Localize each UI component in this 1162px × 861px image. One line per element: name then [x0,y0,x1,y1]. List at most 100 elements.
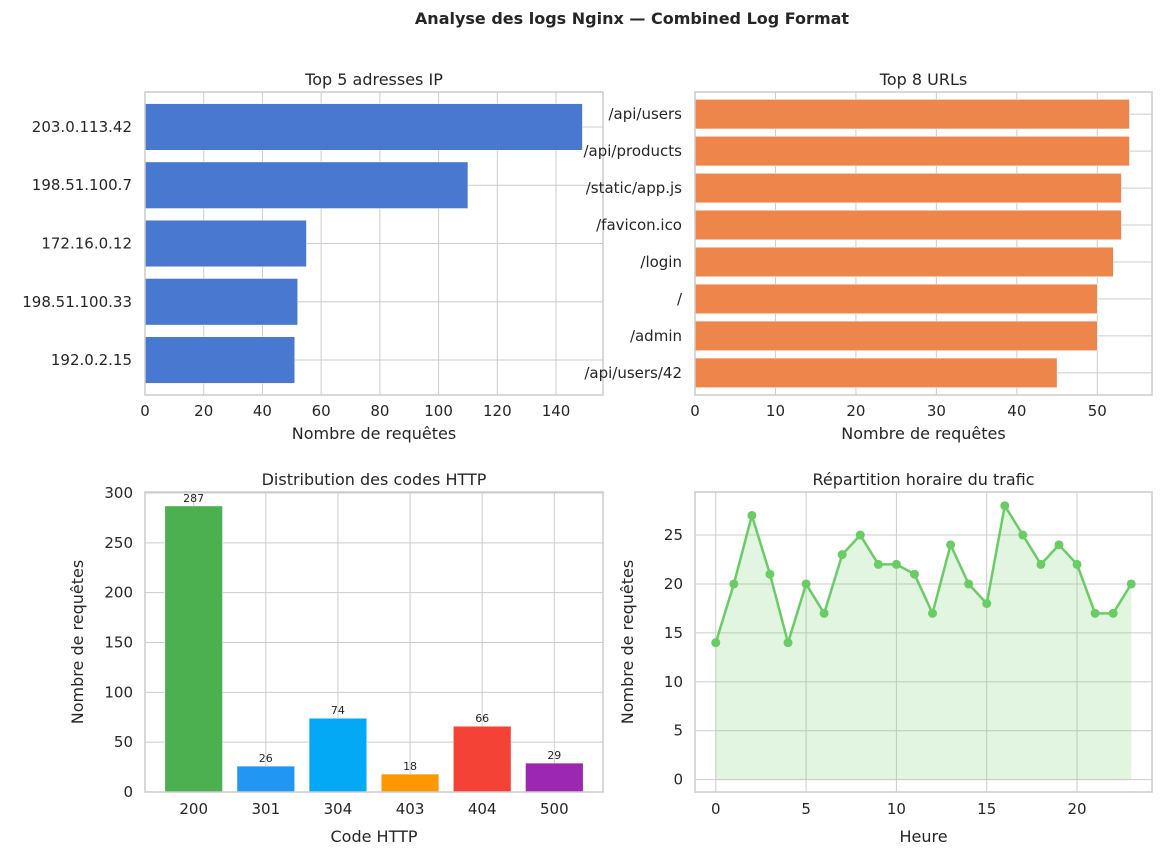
data-label: 26 [259,752,273,765]
y-tick-label: /favicon.ico [596,216,682,234]
x-tick-label: 200 [179,800,208,818]
data-point [801,579,811,589]
x-tick-label: 50 [1088,402,1107,420]
bar [694,283,1098,314]
data-point [837,550,847,560]
data-point [729,579,739,589]
y-tick-label: 20 [664,575,683,593]
bar [694,173,1122,204]
data-point [946,540,956,550]
subplot-title: Répartition horaire du trafic [812,470,1034,489]
data-point [1018,530,1028,540]
x-tick-label: 0 [140,402,150,420]
y-tick-label: 198.51.100.7 [32,176,132,194]
data-label: 29 [547,749,561,762]
y-tick-label: 0 [123,783,133,801]
x-tick-label: 10 [887,800,906,818]
x-tick-label: 20 [846,402,865,420]
x-tick-label: 0 [711,800,721,818]
bar [144,336,295,384]
bar [694,320,1098,351]
bar [144,278,298,326]
bar [694,136,1130,167]
bar [380,773,440,793]
data-label: 287 [183,492,204,505]
bar [144,219,307,268]
bar [164,505,223,793]
area-fill [715,505,1132,780]
y-tick-label: 5 [673,722,683,740]
y-tick-label: 198.51.100.33 [22,293,132,311]
data-label: 66 [475,712,489,725]
y-tick-label: /login [640,253,682,271]
data-label: 18 [403,760,417,773]
data-point [928,608,938,618]
y-tick-label: / [677,290,683,308]
y-tick-label: /api/users/42 [584,364,682,382]
x-axis-label: Nombre de requêtes [292,424,456,443]
y-tick-label: 15 [664,624,683,642]
bar [308,717,368,793]
bar [694,99,1130,130]
y-tick-label: 100 [104,683,133,701]
x-axis-label: Heure [899,827,947,846]
y-tick-label: 200 [104,584,133,602]
bar [694,246,1114,278]
bar [525,762,584,793]
data-point [964,579,974,589]
x-tick-label: 403 [396,800,425,818]
y-tick-label: 203.0.113.42 [32,118,132,136]
axes-frame [144,91,604,396]
data-point [1000,501,1010,511]
data-point [855,530,865,540]
subplot-title: Top 5 adresses IP [304,70,443,89]
axes-frame [694,91,1153,396]
x-tick-label: 10 [766,402,785,420]
y-tick-label: 250 [104,534,133,552]
y-tick-label: 25 [664,526,683,544]
data-point [891,559,901,569]
y-tick-label: 10 [664,673,683,691]
x-tick-label: 500 [540,800,569,818]
bar [144,161,469,209]
x-tick-label: 140 [542,402,571,420]
y-tick-label: /api/users [608,105,682,123]
x-tick-label: 0 [690,402,700,420]
data-point [1090,608,1100,618]
y-tick-label: 172.16.0.12 [41,235,132,253]
subplot-title: Distribution des codes HTTP [262,470,487,489]
x-tick-label: 20 [194,402,213,420]
x-tick-label: 15 [977,800,996,818]
data-point [873,559,883,569]
data-point [1108,608,1118,618]
data-point [783,638,793,648]
bar [453,725,512,793]
x-tick-label: 100 [424,402,453,420]
y-tick-label: 192.0.2.15 [51,351,132,369]
axes-frame [694,491,1153,793]
y-tick-label: /admin [630,327,682,345]
x-tick-label: 40 [1007,402,1026,420]
data-point [819,608,829,618]
data-label: 74 [331,704,345,717]
data-point [1036,559,1046,569]
y-tick-label: 300 [104,484,133,502]
x-tick-label: 20 [1067,800,1086,818]
bar [694,209,1122,241]
x-tick-label: 60 [312,402,331,420]
data-point [765,569,775,579]
data-point [1072,559,1082,569]
x-tick-label: 40 [253,402,272,420]
data-point [711,638,721,648]
data-point [747,510,757,520]
data-point [982,599,992,609]
subplot-title: Top 8 URLs [879,70,967,89]
data-point [909,569,919,579]
x-axis-label: Nombre de requêtes [841,424,1005,443]
x-tick-label: 30 [927,402,946,420]
y-tick-label: /static/app.js [586,179,682,197]
y-tick-label: /api/products [584,142,683,160]
y-axis-label: Nombre de requêtes [68,560,87,724]
